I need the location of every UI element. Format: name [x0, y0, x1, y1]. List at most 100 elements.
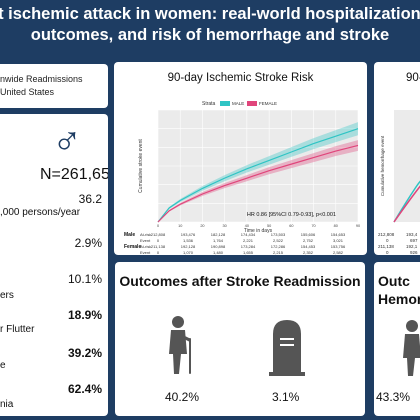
series-line-male [393, 180, 420, 223]
rate-row: 36.2 ,000 persons/year [0, 192, 106, 222]
risk-group-female: Female [124, 244, 141, 250]
male-at-risk-cell: 155,606 [301, 232, 316, 237]
x-tick-label: 50 [267, 224, 271, 228]
male-event-cell: 0 [157, 238, 160, 243]
confidence-band-female [158, 140, 358, 222]
confidence-band-male [158, 122, 358, 222]
x-tick-label: 40 [245, 224, 249, 228]
stat-row: ers [0, 290, 106, 320]
stat-value: 18.9% [67, 308, 102, 322]
female-at-risk-cell: 172,286 [271, 244, 286, 249]
female-event-cell: 2,215 [273, 250, 284, 255]
hemorrhage-risk-panel: 90- Cumulative hemorrhage event 212,808 … [374, 62, 420, 255]
stat-label: r Flutter [0, 324, 35, 335]
chart-legend: Strata MALE FEMALE [202, 101, 277, 107]
chart-title-fragment: 90- [406, 72, 420, 84]
percent-value: 43.3% [376, 390, 411, 404]
male-at-risk-0: 212,808 [378, 232, 395, 237]
series-layer [157, 122, 359, 223]
risk-group-male: Male [124, 232, 135, 238]
stat-value: 62.4% [67, 382, 102, 396]
hr-annotation: HR 0.86 [95%CI 0.79-0.93], p<0.001 [247, 212, 336, 218]
male-at-risk-cell: 193,476 [181, 232, 196, 237]
female-at-risk-cell: 190,898 [211, 244, 226, 249]
series-line-male [157, 128, 359, 223]
disability-percent: 40.2% [165, 390, 200, 404]
x-axis-label: Time in days [244, 228, 273, 234]
source-caption-line-2: United States [0, 87, 55, 97]
risk-table: Female Male At-risk 212,808 193,476 182,128… [124, 232, 346, 255]
stat-value: 39.2% [67, 346, 102, 360]
rate-value: 36.2 [78, 192, 102, 206]
stat-label: e [0, 360, 6, 371]
x-tick-label: 90 [356, 224, 360, 228]
stat-label: nia [0, 399, 14, 410]
legend-label-male: MALE [232, 101, 244, 106]
stat-row: 39.2% [0, 346, 106, 376]
outcome2-icons [403, 320, 420, 376]
stat-row: 10.1% [0, 272, 106, 302]
female-at-risk-0: 211,138 [378, 244, 394, 249]
female-at-risk-1: 192,1 [406, 244, 418, 249]
data-source-panel: nwide Readmissions United States [0, 64, 108, 108]
outcomes2-title-line-2: Hemorrha [378, 291, 420, 307]
female-event-cell: 1,480 [213, 250, 224, 255]
y-axis-label: Cumulative hemorrhage event [380, 135, 385, 196]
x-tick-label: 20 [200, 224, 204, 228]
stat-value: 2.9% [74, 236, 102, 250]
male-event-cell: 2,752 [303, 238, 314, 243]
outcomes2-title: Outc Hemorrha [378, 272, 420, 308]
male-event-cell: 1,536 [183, 238, 194, 243]
x-tick-label: 0 [157, 224, 159, 228]
stat-row: 62.4% nia [0, 382, 106, 412]
male-symbol-icon: ♂ [52, 118, 82, 162]
stat-row: e [0, 360, 106, 390]
male-event-cell: 2,221 [243, 238, 254, 243]
stroke-outcomes-panel: Outcomes after Stroke Readmission 40.2% … [115, 262, 365, 416]
female-event-cell: 2,582 [333, 250, 344, 255]
stat-row: 2.9% [0, 236, 106, 266]
risk-row-label: Event [140, 250, 151, 255]
outcomes2-title-line-1: Outc [378, 273, 410, 289]
legend-label-female: FEMALE [259, 101, 277, 106]
elderly-person-icon [169, 316, 191, 374]
gridlines [157, 109, 359, 223]
male-event-0: 0 [386, 238, 389, 243]
male-cohort-panel: ♂ N=261,655 36.2 ,000 persons/year 2.9% … [0, 114, 108, 416]
stat-row: 18.9% r Flutter [0, 308, 106, 338]
plot-area [394, 110, 420, 222]
legend-swatch-male [220, 101, 230, 106]
series-line-female [157, 144, 359, 223]
mortality-percent: 3.1% [272, 390, 300, 404]
male-at-risk-cell: 182,128 [211, 232, 226, 237]
male-at-risk-cell: 212,808 [151, 232, 166, 237]
female-event-0: 0 [386, 250, 389, 255]
female-at-risk-cell: 192,128 [181, 244, 196, 249]
x-tick-label: 30 [223, 224, 227, 228]
outcomes-title: Outcomes after Stroke Readmission [119, 273, 361, 289]
x-tick-label: 60 [289, 224, 293, 228]
male-event-cell: 3,021 [333, 238, 344, 243]
male-at-risk-1: 193,4 [406, 232, 418, 237]
tombstone-icon [269, 320, 305, 376]
stat-value: 10.1% [67, 272, 102, 286]
y-axis-label: Cumulative stroke event [138, 139, 144, 193]
poster-title: nt ischemic attack in women: real-world … [0, 0, 420, 52]
male-event-1: 697 [410, 238, 418, 243]
female-at-risk-cell: 211,138 [151, 244, 166, 249]
cohort-size: N=261,655 [40, 166, 108, 183]
stat-label: ers [0, 290, 14, 301]
risk-row-label: At-risk [140, 232, 151, 237]
legend-swatch-female [247, 101, 257, 106]
female-event-cell: 2,352 [303, 250, 314, 255]
legend-title: Strata [202, 101, 216, 107]
x-tick-label: 10 [178, 224, 182, 228]
male-event-cell: 1,764 [213, 238, 224, 243]
elderly-person-icon [403, 320, 420, 376]
hemorrhage-outcomes-panel: Outc Hemorrha 43.3% [374, 262, 420, 416]
female-at-risk-cell: 173,284 [241, 244, 256, 249]
outcome-icons [169, 316, 305, 376]
female-event-1: 926 [410, 250, 418, 255]
male-event-cell: 2,522 [273, 238, 284, 243]
rate-unit: ,000 persons/year [0, 207, 81, 218]
